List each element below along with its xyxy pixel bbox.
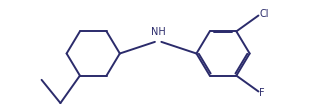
- Text: Cl: Cl: [259, 10, 269, 19]
- Text: F: F: [259, 88, 265, 97]
- Text: NH: NH: [151, 27, 166, 37]
